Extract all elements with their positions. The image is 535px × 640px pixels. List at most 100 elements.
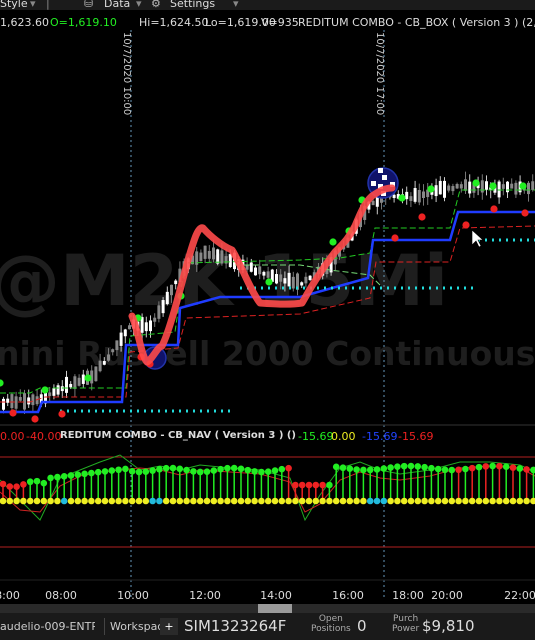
zero-line-dot (135, 497, 143, 505)
sell-dot (418, 213, 426, 221)
candle-body (212, 247, 215, 260)
candle-body (149, 320, 152, 332)
zero-line-dot (380, 497, 388, 505)
candle-body (18, 397, 22, 401)
separator: | (46, 0, 50, 10)
settings-menu[interactable]: Settings (170, 0, 216, 10)
candle-body (23, 393, 26, 410)
toolbar: Style ▾ | ⛁ Data ▾ ⚙ Settings ▾ (0, 0, 535, 10)
zero-line-dot (455, 497, 462, 505)
sell-dot (490, 205, 498, 213)
candle-body (203, 245, 207, 259)
candle-body (279, 274, 283, 282)
indicator-value: -15.69 (362, 430, 398, 443)
data-menu[interactable]: Data (104, 0, 131, 10)
zero-line-dot (428, 497, 435, 505)
zero-line-dot (224, 497, 231, 505)
open-positions-value: 0 (357, 617, 367, 635)
histogram-cap (203, 468, 211, 475)
histogram-cap (135, 468, 143, 476)
candle-body (73, 376, 77, 389)
histogram-cap (428, 464, 435, 472)
candle-body (443, 180, 446, 198)
gear-icon[interactable]: ⚙ (151, 0, 161, 10)
account-id[interactable]: SIM1323264F (184, 617, 287, 635)
horizontal-scrollbar[interactable] (0, 604, 535, 613)
candle-body (81, 374, 85, 384)
tab-workspace-entry[interactable]: audelio-009-ENTRY (0, 620, 95, 633)
histogram-cap (339, 464, 347, 472)
zero-line-dot (353, 497, 360, 505)
indicator-value: -40.00 (26, 430, 62, 443)
buy-dot (427, 185, 435, 193)
zero-line-dot (217, 497, 224, 505)
histogram-cap (224, 464, 231, 472)
sell-dot (391, 234, 399, 242)
watermark-instrument: nini Russell 2000 Continuous Co (0, 334, 535, 373)
candle-body (342, 246, 346, 250)
histogram-cap (128, 468, 136, 475)
candle-body (107, 354, 110, 361)
histogram-cap (285, 464, 292, 472)
histogram-cap (373, 466, 381, 473)
candle-body (170, 284, 173, 296)
histogram-cap (142, 468, 150, 475)
price-chart[interactable]: @M2K 15Mi nini Russell 2000 Continuous C… (0, 0, 535, 604)
histogram-cap (455, 466, 462, 474)
sell-dot (521, 209, 529, 217)
zero-line-dot (88, 497, 95, 505)
hand-drawn-annotation (128, 184, 396, 366)
zero-line-dot (387, 497, 394, 505)
histogram-cap (88, 469, 95, 477)
zero-line-dot (244, 497, 252, 505)
histogram-cap (421, 463, 428, 471)
histogram-cap (101, 468, 109, 475)
signal-cross (378, 168, 383, 173)
candle-body (140, 317, 144, 333)
chevron-down-icon[interactable]: ▾ (233, 0, 239, 10)
add-tab-button[interactable]: + (160, 618, 178, 635)
zero-line-dot (203, 497, 211, 505)
candle-body (501, 184, 505, 189)
zero-line-dot (394, 497, 401, 505)
histogram-cap (20, 481, 27, 488)
buy-dot (489, 182, 497, 190)
zero-line-dot (128, 497, 136, 505)
database-icon[interactable]: ⛁ (84, 0, 94, 10)
chevron-down-icon[interactable]: ▾ (30, 0, 36, 10)
histogram-cap (366, 466, 374, 474)
buy-dot (398, 194, 406, 202)
x-axis-label: 08:00 (0, 589, 20, 602)
candle-body (489, 187, 493, 191)
x-axis-label: 16:00 (332, 589, 364, 602)
zero-line-dot (400, 497, 408, 505)
candle-body (531, 181, 535, 190)
style-menu[interactable]: Style (0, 0, 28, 10)
zero-line-dot (6, 497, 14, 505)
histogram-cap (0, 480, 7, 488)
candle-body (191, 255, 194, 265)
candle-body (2, 398, 5, 410)
box-line (0, 210, 535, 414)
tab-workspace[interactable]: Workspac (104, 618, 162, 635)
histogram-cap (530, 466, 535, 474)
zero-line-dot (60, 497, 68, 505)
scrollbar-thumb[interactable] (258, 604, 292, 613)
candle-body (367, 201, 371, 210)
chevron-down-icon[interactable]: ▾ (136, 0, 142, 10)
histogram-cap (251, 468, 258, 475)
histogram-cap (156, 465, 163, 473)
histogram-cap (6, 483, 14, 490)
candle-body (417, 189, 421, 203)
zero-line-dot (305, 497, 313, 505)
histogram-cap (482, 463, 490, 470)
zero-line-dot (332, 497, 340, 505)
candle-body (77, 377, 81, 386)
candle-body (14, 396, 18, 409)
zero-line-dot (292, 497, 299, 505)
histogram-cap (448, 466, 456, 474)
zero-line-dot (258, 497, 265, 505)
zero-line-dot (156, 497, 163, 505)
zero-line-dot (482, 497, 490, 505)
candle-body (375, 195, 379, 207)
